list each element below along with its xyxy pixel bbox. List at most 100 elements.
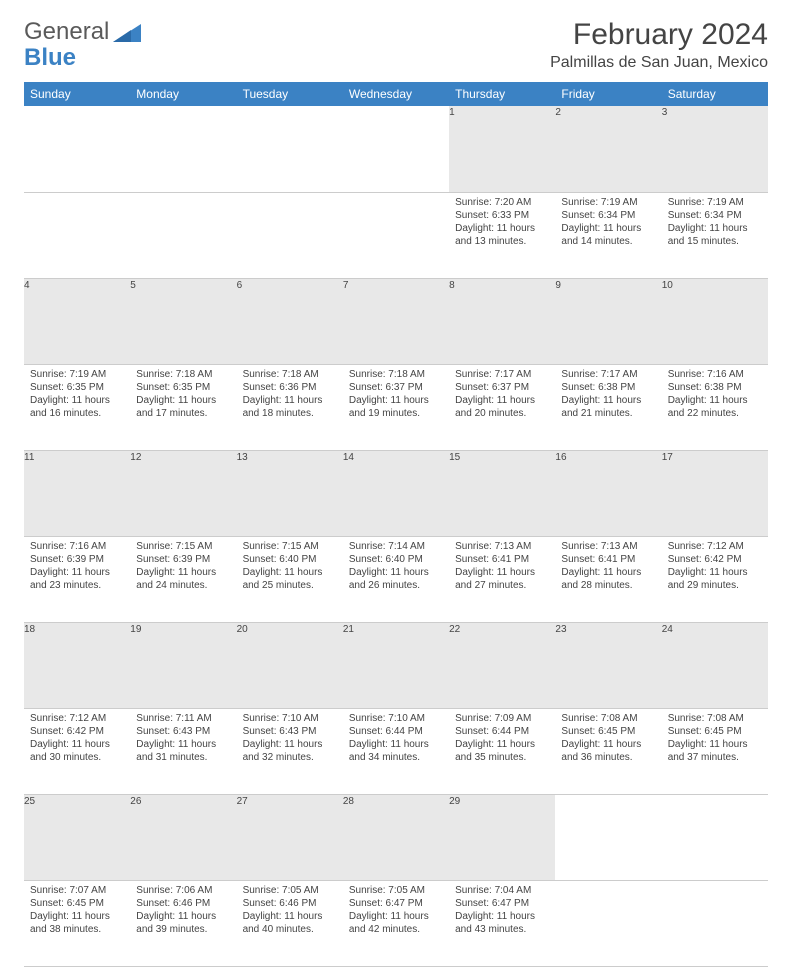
day-cell-content: Sunrise: 7:06 AMSunset: 6:46 PMDaylight:…	[130, 881, 236, 942]
day-number	[130, 106, 236, 192]
day-number-row: 45678910	[24, 278, 768, 364]
day-number: 10	[662, 278, 768, 364]
day-cell-content: Sunrise: 7:18 AMSunset: 6:35 PMDaylight:…	[130, 365, 236, 426]
title-block: February 2024 Palmillas de San Juan, Mex…	[550, 18, 768, 72]
day-number: 7	[343, 278, 449, 364]
day-cell-content: Sunrise: 7:10 AMSunset: 6:44 PMDaylight:…	[343, 709, 449, 770]
day-content-row: Sunrise: 7:19 AMSunset: 6:35 PMDaylight:…	[24, 364, 768, 450]
day-number: 4	[24, 278, 130, 364]
day-cell-content: Sunrise: 7:17 AMSunset: 6:38 PMDaylight:…	[555, 365, 661, 426]
logo-blue-wrap: Blue	[24, 44, 76, 72]
day-cell-content: Sunrise: 7:19 AMSunset: 6:34 PMDaylight:…	[555, 193, 661, 254]
day-cell-content: Sunrise: 7:16 AMSunset: 6:38 PMDaylight:…	[662, 365, 768, 426]
calendar-head: SundayMondayTuesdayWednesdayThursdayFrid…	[24, 82, 768, 106]
day-number: 28	[343, 794, 449, 880]
day-cell-content: Sunrise: 7:17 AMSunset: 6:37 PMDaylight:…	[449, 365, 555, 426]
day-cell-content: Sunrise: 7:08 AMSunset: 6:45 PMDaylight:…	[662, 709, 768, 770]
day-cell: Sunrise: 7:05 AMSunset: 6:47 PMDaylight:…	[343, 880, 449, 966]
day-number: 29	[449, 794, 555, 880]
day-cell-content: Sunrise: 7:18 AMSunset: 6:36 PMDaylight:…	[237, 365, 343, 426]
day-cell: Sunrise: 7:10 AMSunset: 6:43 PMDaylight:…	[237, 708, 343, 794]
day-content-row: Sunrise: 7:12 AMSunset: 6:42 PMDaylight:…	[24, 708, 768, 794]
logo: General	[24, 18, 145, 46]
day-number: 12	[130, 450, 236, 536]
day-number: 17	[662, 450, 768, 536]
day-cell-content: Sunrise: 7:09 AMSunset: 6:44 PMDaylight:…	[449, 709, 555, 770]
calendar-body: 123Sunrise: 7:20 AMSunset: 6:33 PMDaylig…	[24, 106, 768, 966]
day-cell-content: Sunrise: 7:15 AMSunset: 6:39 PMDaylight:…	[130, 537, 236, 598]
day-cell: Sunrise: 7:08 AMSunset: 6:45 PMDaylight:…	[662, 708, 768, 794]
day-number: 25	[24, 794, 130, 880]
day-cell-content: Sunrise: 7:13 AMSunset: 6:41 PMDaylight:…	[449, 537, 555, 598]
month-title: February 2024	[550, 18, 768, 52]
day-number: 14	[343, 450, 449, 536]
day-cell: Sunrise: 7:12 AMSunset: 6:42 PMDaylight:…	[24, 708, 130, 794]
day-cell: Sunrise: 7:13 AMSunset: 6:41 PMDaylight:…	[555, 536, 661, 622]
day-cell: Sunrise: 7:05 AMSunset: 6:46 PMDaylight:…	[237, 880, 343, 966]
day-number: 21	[343, 622, 449, 708]
day-cell	[130, 192, 236, 278]
location: Palmillas de San Juan, Mexico	[550, 54, 768, 72]
day-number-row: 2526272829	[24, 794, 768, 880]
day-cell: Sunrise: 7:19 AMSunset: 6:34 PMDaylight:…	[555, 192, 661, 278]
day-cell-content: Sunrise: 7:10 AMSunset: 6:43 PMDaylight:…	[237, 709, 343, 770]
day-cell	[237, 192, 343, 278]
day-content-row: Sunrise: 7:07 AMSunset: 6:45 PMDaylight:…	[24, 880, 768, 966]
day-cell: Sunrise: 7:17 AMSunset: 6:37 PMDaylight:…	[449, 364, 555, 450]
day-number: 19	[130, 622, 236, 708]
header: General February 2024 Palmillas de San J…	[24, 18, 768, 72]
day-header: Monday	[130, 82, 236, 106]
day-cell: Sunrise: 7:15 AMSunset: 6:39 PMDaylight:…	[130, 536, 236, 622]
day-number: 15	[449, 450, 555, 536]
day-cell: Sunrise: 7:04 AMSunset: 6:47 PMDaylight:…	[449, 880, 555, 966]
day-cell: Sunrise: 7:18 AMSunset: 6:35 PMDaylight:…	[130, 364, 236, 450]
day-cell: Sunrise: 7:10 AMSunset: 6:44 PMDaylight:…	[343, 708, 449, 794]
day-content-row: Sunrise: 7:16 AMSunset: 6:39 PMDaylight:…	[24, 536, 768, 622]
day-cell: Sunrise: 7:19 AMSunset: 6:34 PMDaylight:…	[662, 192, 768, 278]
day-number: 8	[449, 278, 555, 364]
logo-text-general: General	[24, 18, 109, 46]
day-cell: Sunrise: 7:18 AMSunset: 6:37 PMDaylight:…	[343, 364, 449, 450]
day-number: 5	[130, 278, 236, 364]
day-cell-content: Sunrise: 7:19 AMSunset: 6:35 PMDaylight:…	[24, 365, 130, 426]
day-number: 9	[555, 278, 661, 364]
day-number	[343, 106, 449, 192]
day-number-row: 18192021222324	[24, 622, 768, 708]
day-cell-content: Sunrise: 7:08 AMSunset: 6:45 PMDaylight:…	[555, 709, 661, 770]
day-cell	[555, 880, 661, 966]
day-cell: Sunrise: 7:06 AMSunset: 6:46 PMDaylight:…	[130, 880, 236, 966]
day-cell: Sunrise: 7:16 AMSunset: 6:39 PMDaylight:…	[24, 536, 130, 622]
day-number: 2	[555, 106, 661, 192]
day-number: 20	[237, 622, 343, 708]
day-cell-content: Sunrise: 7:14 AMSunset: 6:40 PMDaylight:…	[343, 537, 449, 598]
day-header: Sunday	[24, 82, 130, 106]
day-cell: Sunrise: 7:12 AMSunset: 6:42 PMDaylight:…	[662, 536, 768, 622]
day-cell-content: Sunrise: 7:16 AMSunset: 6:39 PMDaylight:…	[24, 537, 130, 598]
day-number: 13	[237, 450, 343, 536]
day-number-row: 123	[24, 106, 768, 192]
day-number: 26	[130, 794, 236, 880]
day-number: 27	[237, 794, 343, 880]
day-header: Tuesday	[237, 82, 343, 106]
logo-text-blue: Blue	[24, 44, 76, 71]
day-header: Wednesday	[343, 82, 449, 106]
day-cell-content: Sunrise: 7:13 AMSunset: 6:41 PMDaylight:…	[555, 537, 661, 598]
day-cell-content: Sunrise: 7:15 AMSunset: 6:40 PMDaylight:…	[237, 537, 343, 598]
day-cell-content: Sunrise: 7:07 AMSunset: 6:45 PMDaylight:…	[24, 881, 130, 942]
day-cell-content: Sunrise: 7:18 AMSunset: 6:37 PMDaylight:…	[343, 365, 449, 426]
day-cell-content: Sunrise: 7:19 AMSunset: 6:34 PMDaylight:…	[662, 193, 768, 254]
day-cell-content: Sunrise: 7:12 AMSunset: 6:42 PMDaylight:…	[24, 709, 130, 770]
day-cell: Sunrise: 7:17 AMSunset: 6:38 PMDaylight:…	[555, 364, 661, 450]
day-cell: Sunrise: 7:18 AMSunset: 6:36 PMDaylight:…	[237, 364, 343, 450]
day-cell-content: Sunrise: 7:12 AMSunset: 6:42 PMDaylight:…	[662, 537, 768, 598]
day-number	[662, 794, 768, 880]
day-number	[555, 794, 661, 880]
day-cell-content: Sunrise: 7:20 AMSunset: 6:33 PMDaylight:…	[449, 193, 555, 254]
day-header: Friday	[555, 82, 661, 106]
day-number	[24, 106, 130, 192]
day-cell-content: Sunrise: 7:05 AMSunset: 6:46 PMDaylight:…	[237, 881, 343, 942]
day-cell	[662, 880, 768, 966]
day-cell: Sunrise: 7:16 AMSunset: 6:38 PMDaylight:…	[662, 364, 768, 450]
day-cell	[343, 192, 449, 278]
day-header: Saturday	[662, 82, 768, 106]
